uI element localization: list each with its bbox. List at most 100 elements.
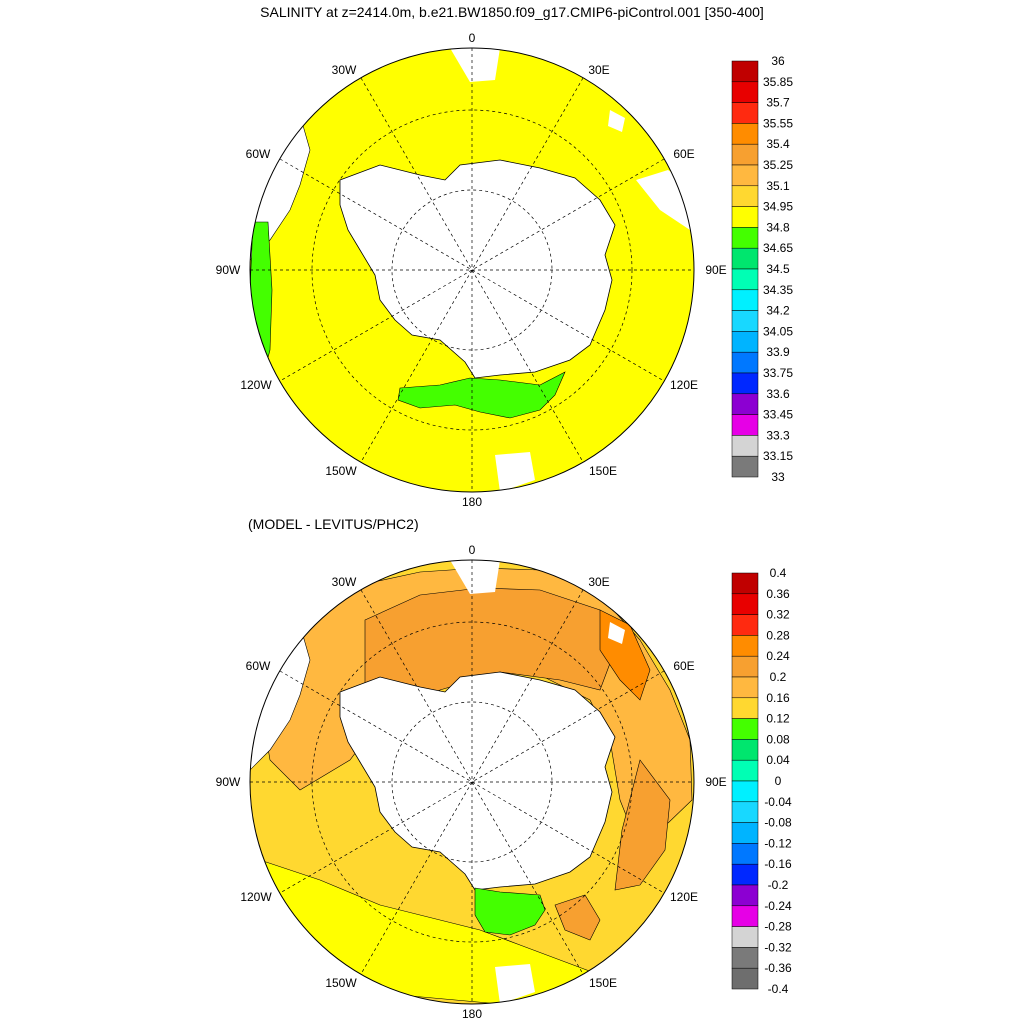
bottom-lon-label: 180 [462, 1007, 482, 1021]
colorbar-swatch [731, 822, 759, 844]
bottom-green-patch [474, 887, 546, 936]
top-lon-label: 30W [332, 63, 357, 77]
colorbar-level-label: -0.04 [764, 795, 792, 809]
bottom-graticule [250, 560, 694, 1004]
colorbar-swatch [731, 206, 759, 228]
colorbar-level-label: 0.36 [766, 587, 790, 601]
colorbar-swatch [731, 863, 759, 886]
top-lon-label: 60E [673, 147, 694, 161]
colorbar-swatch [731, 247, 759, 270]
colorbar-swatch [731, 81, 759, 103]
colorbar-level-label: 0.24 [766, 649, 790, 663]
top-lon-label: 120W [240, 378, 272, 392]
colorbar-swatch [731, 843, 759, 865]
colorbar-swatch [731, 905, 759, 927]
top-lon-label: 150E [589, 464, 617, 478]
bottom-lon-label: 120E [670, 890, 698, 904]
colorbar-level-label: 0.16 [766, 691, 790, 705]
colorbar-swatch [731, 123, 759, 145]
colorbar-level-label: 33.15 [763, 449, 793, 463]
bottom-lon-label: 30W [332, 575, 357, 589]
colorbar-swatch [731, 185, 759, 207]
colorbar-swatch [731, 614, 759, 636]
colorbar-level-label: 0.08 [766, 732, 790, 746]
bottom-lon-label: 30E [588, 575, 609, 589]
colorbar-level-label: 33.6 [766, 387, 790, 401]
colorbar-level-label: 34.8 [766, 220, 790, 234]
top-lon-label: 150W [325, 464, 357, 478]
colorbar-swatch [731, 926, 759, 948]
bottom-antarctica [339, 671, 616, 891]
top-lon-label: 30E [588, 63, 609, 77]
colorbar-swatch [731, 780, 759, 803]
colorbar-swatch [731, 635, 759, 657]
colorbar-level-label: 0 [775, 774, 782, 788]
colorbar-swatch [731, 268, 759, 291]
colorbar-swatch [731, 393, 759, 415]
top-graticule [250, 48, 694, 492]
colorbar-level-label: 34.2 [766, 304, 790, 318]
colorbar-swatch [731, 884, 759, 907]
top-longitude-labels: 0 30E 60E 90E 120E 150E 180 150W 120W 90… [216, 31, 727, 509]
top-lon-label: 90E [705, 263, 726, 277]
colorbar-level-label: 35.55 [763, 116, 793, 130]
colorbar-swatch [731, 739, 759, 761]
bottom-band-0.2-se [554, 894, 601, 941]
colorbar-level-label: 34.35 [763, 283, 793, 297]
bottom-africa-fragment [450, 560, 500, 594]
top-map [250, 48, 694, 492]
colorbar-swatch [731, 331, 759, 353]
colorbar-swatch [731, 435, 759, 457]
colorbar-level-label: -0.24 [764, 899, 792, 913]
bottom-lon-label: 90W [216, 775, 241, 789]
bottom-lon-label: 0 [469, 543, 476, 557]
colorbar-swatch [731, 697, 759, 719]
colorbar-swatch [731, 593, 759, 615]
colorbar-level-label: 35.4 [766, 137, 790, 151]
bottom-lon-label: 60W [246, 659, 271, 673]
bottom-lon-label: 150E [589, 976, 617, 990]
top-map-border [249, 47, 695, 493]
colorbar-level-label: 33.3 [766, 428, 790, 442]
top-colorbar: 36 35.85 35.7 35.55 35.4 35.25 35.1 34.95 34.8 34… [731, 54, 793, 484]
top-ice-patch-2 [636, 170, 690, 230]
bottom-ice-patch-2 [495, 964, 535, 1004]
colorbar-level-label: 34.95 [763, 200, 793, 214]
colorbar-swatch [731, 967, 759, 990]
bottom-band-0.2-east [614, 759, 671, 891]
colorbar-level-label: 35.1 [766, 179, 790, 193]
bottom-longitude-labels: 0 30E 60E 90E 120E 150E 180 150W 120W 90… [216, 543, 727, 1021]
top-antarctica [339, 159, 616, 379]
bottom-lon-label: 120W [240, 890, 272, 904]
colorbar-swatch [731, 676, 759, 699]
colorbar-level-label: 34.5 [766, 262, 790, 276]
colorbar-swatch [731, 414, 759, 436]
colorbar-level-label: 35.7 [766, 96, 790, 110]
colorbar-level-label: 0.28 [766, 628, 790, 642]
colorbar-level-label: -0.32 [764, 940, 792, 954]
colorbar-level-label: 0.4 [770, 566, 787, 580]
colorbar-swatch [731, 102, 759, 124]
colorbar-swatch [731, 143, 759, 166]
top-ice-patch-1 [608, 110, 625, 132]
top-ice-patch-3 [495, 452, 535, 492]
colorbar-level-label: 0.32 [766, 608, 790, 622]
colorbar-level-label: 0.12 [766, 712, 790, 726]
colorbar-level-label: 33.9 [766, 345, 790, 359]
colorbar-level-label: -0.08 [764, 816, 792, 830]
colorbar-swatch [731, 227, 759, 249]
bottom-ice-patch [608, 622, 625, 644]
bottom-lon-label: 60E [673, 659, 694, 673]
top-lon-label: 120E [670, 378, 698, 392]
bottom-map [250, 560, 694, 1004]
colorbar-level-label: 35.85 [763, 75, 793, 89]
bottom-title: (MODEL - LEVITUS/PHC2) [248, 516, 419, 532]
colorbar-level-label: -0.28 [764, 920, 792, 934]
colorbar-swatch [731, 60, 759, 83]
top-lon-label: 180 [462, 495, 482, 509]
colorbar-level-label: 34.65 [763, 241, 793, 255]
top-title: SALINITY at z=2414.0m, b.e21.BW1850.f09_… [260, 4, 764, 20]
top-lon-label: 60W [246, 147, 271, 161]
colorbar-level-label: -0.4 [768, 982, 789, 996]
